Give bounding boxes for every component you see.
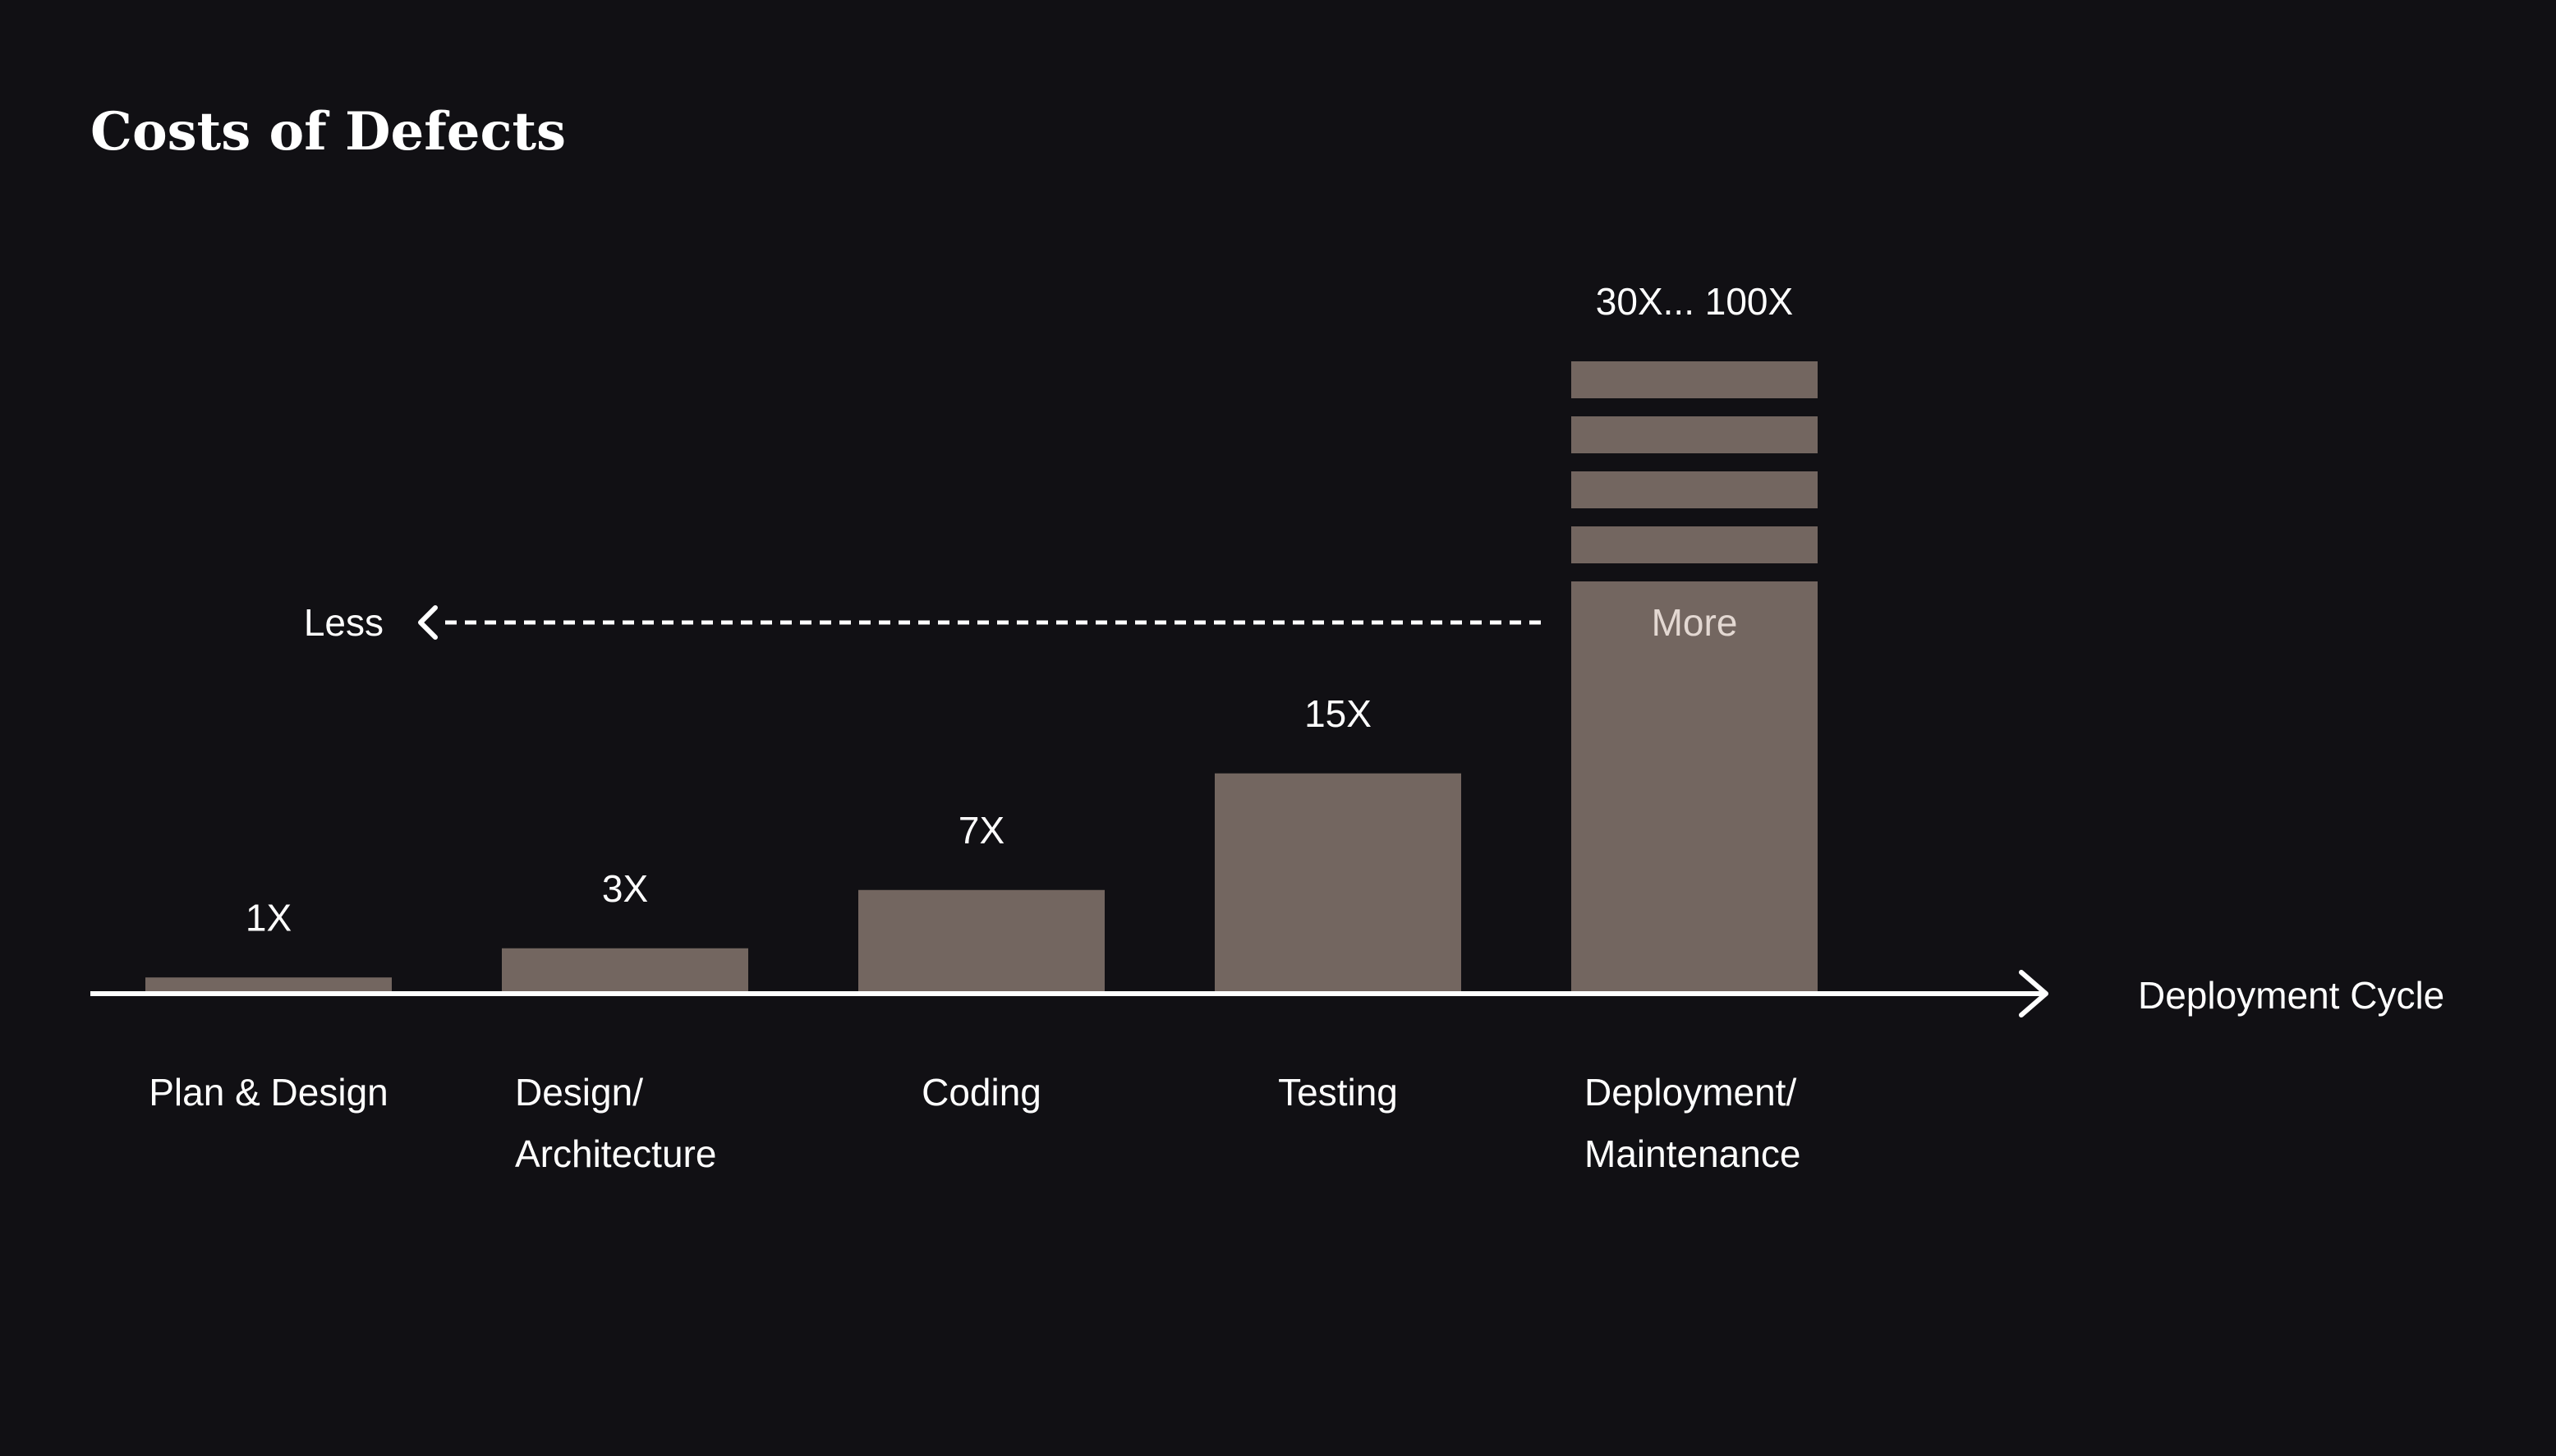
x-axis-label: Deployment Cycle [2138, 974, 2444, 1017]
bar-4 [1571, 581, 1818, 992]
category-label-4: Deployment/ [1584, 1071, 1796, 1114]
chevron-left-icon [418, 605, 438, 640]
bar-2 [858, 889, 1105, 992]
category-label-1: Architecture [515, 1132, 716, 1175]
category-label-4: Maintenance [1584, 1132, 1800, 1175]
labels-layer: 1X Plan & Design 3X Design/Architecture 7X Co… [149, 280, 1800, 1175]
bars-layer [145, 361, 1818, 992]
value-label-2: 7X [958, 809, 1004, 852]
more-annotation: More [1652, 601, 1738, 644]
bar-4-overflow-segment [1571, 361, 1818, 398]
category-label-0: Plan & Design [149, 1071, 388, 1114]
bar-1 [502, 948, 748, 992]
bar-0 [145, 977, 392, 992]
chart-title: Costs of Defects [90, 101, 566, 163]
value-label-3: 15X [1304, 692, 1372, 735]
less-annotation: Less [304, 601, 384, 644]
bar-3 [1215, 773, 1461, 992]
x-axis-arrowhead-icon [2019, 970, 2048, 1017]
value-label-4: 30X... 100X [1596, 280, 1793, 323]
value-label-0: 1X [246, 896, 292, 939]
bar-4-overflow-segment [1571, 526, 1818, 563]
bar-4-overflow-segment [1571, 471, 1818, 508]
category-label-1: Design/ [515, 1071, 643, 1114]
category-label-3: Testing [1278, 1071, 1398, 1114]
bar-4-overflow-segment [1571, 416, 1818, 453]
value-label-1: 3X [602, 867, 648, 910]
category-label-2: Coding [922, 1071, 1041, 1114]
